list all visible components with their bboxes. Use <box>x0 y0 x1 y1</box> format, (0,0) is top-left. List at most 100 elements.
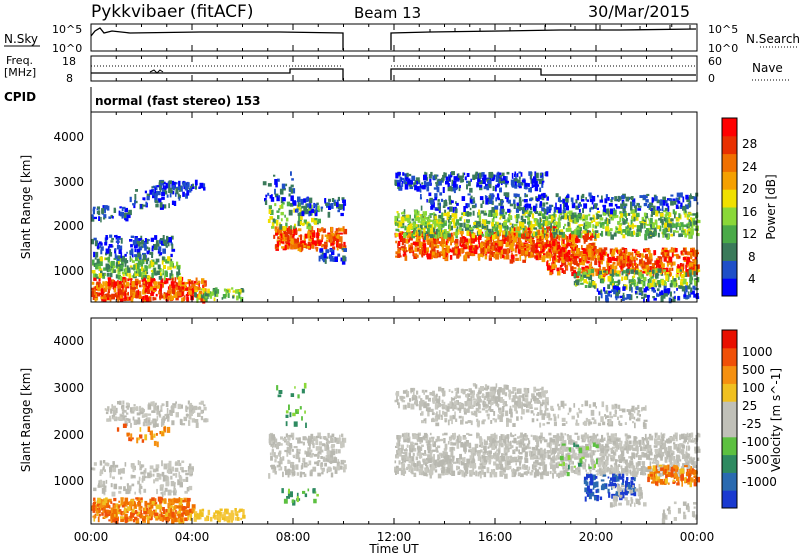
power-echo <box>142 204 146 207</box>
power-echo <box>174 277 177 283</box>
power-echo <box>450 232 453 238</box>
power-echo <box>538 252 541 255</box>
power-echo <box>401 181 404 184</box>
power-echo <box>519 222 523 227</box>
power-echo <box>496 193 500 199</box>
power-echo <box>144 295 149 300</box>
power-echo <box>105 293 109 298</box>
power-echo <box>640 276 643 280</box>
power-echo <box>98 241 102 245</box>
power-echo <box>430 171 433 176</box>
velocity-echo <box>101 512 104 516</box>
power-echo <box>643 264 647 269</box>
power-echo <box>606 264 609 270</box>
power-echo <box>603 270 606 273</box>
velocity-echo <box>142 475 146 481</box>
velocity-echo <box>110 507 114 511</box>
power-echo <box>422 211 425 216</box>
power-echo <box>585 226 589 229</box>
power-echo <box>621 276 623 281</box>
velocity-echo <box>109 472 112 478</box>
power-echo <box>176 290 180 296</box>
power-echo <box>401 212 405 215</box>
power-echo <box>335 238 338 242</box>
power-echo <box>151 247 154 252</box>
power-echo <box>466 184 468 190</box>
power-echo <box>657 225 660 230</box>
power-echo <box>453 181 457 187</box>
power-echo <box>603 206 606 212</box>
power-echo <box>435 183 438 187</box>
power-echo <box>324 241 328 245</box>
power-echo <box>526 203 529 208</box>
power-echo <box>618 224 622 231</box>
power-echo <box>290 225 292 230</box>
velocity-echo <box>143 511 147 515</box>
power-echo <box>324 198 327 202</box>
power-echo <box>586 244 591 250</box>
velocity-echo <box>179 482 183 488</box>
freq-label-1: Freq. <box>6 54 33 67</box>
power-echo <box>278 227 282 234</box>
power-echo <box>664 291 668 297</box>
power-echo <box>586 199 590 202</box>
power-echo <box>285 183 288 187</box>
power-echo <box>398 221 403 227</box>
power-echo <box>648 218 650 221</box>
power-echo <box>105 285 108 290</box>
power-echo <box>644 223 646 229</box>
power-echo <box>536 178 540 181</box>
power-echo <box>690 287 693 293</box>
power-echo <box>653 250 657 255</box>
velocity-echo <box>118 509 122 512</box>
velocity-echo <box>102 467 105 471</box>
power-echo <box>493 240 497 246</box>
power-echo <box>433 227 435 233</box>
power-echo <box>626 230 629 235</box>
power-echo <box>549 232 553 238</box>
power-echo <box>594 230 599 234</box>
power-echo <box>332 238 336 243</box>
power-echo <box>181 291 184 297</box>
power-echo <box>104 242 108 246</box>
power-echo <box>146 275 151 279</box>
power-echo <box>280 211 284 216</box>
power-echo <box>210 291 214 296</box>
power-echo <box>527 183 530 187</box>
power-echo <box>222 294 227 299</box>
power-echo <box>496 183 500 187</box>
power-echo <box>151 259 155 264</box>
power-echo <box>558 253 561 259</box>
power-echo <box>596 213 600 220</box>
power-echo <box>643 194 647 200</box>
power-echo <box>452 206 455 213</box>
power-echo <box>452 250 457 256</box>
power-ylabel: Slant Range [km] <box>19 155 33 259</box>
velocity-echo <box>185 509 189 513</box>
power-echo <box>573 212 576 215</box>
power-echo <box>162 183 165 189</box>
power-echo <box>606 270 608 274</box>
power-echo <box>464 244 468 247</box>
power-echo <box>613 207 615 211</box>
power-echo <box>550 204 554 207</box>
power-echo <box>408 239 410 243</box>
velocity-echo <box>118 490 122 494</box>
power-echo <box>232 290 237 293</box>
power-echo <box>581 276 583 281</box>
freq-panel: Freq. [MHz] 18 8 60 0 Nave <box>4 54 790 85</box>
power-echo <box>153 269 156 273</box>
power-echo <box>559 267 562 271</box>
velocity-echo <box>163 490 166 496</box>
power-echo <box>429 250 432 254</box>
power-echo <box>666 255 671 259</box>
power-echo <box>582 214 585 219</box>
power-echo <box>186 296 189 301</box>
velocity-echo <box>134 491 136 495</box>
power-echo <box>663 285 667 291</box>
power-echo <box>611 197 614 200</box>
power-echo <box>177 193 180 199</box>
velocity-echo <box>92 505 96 508</box>
power-echo <box>171 248 176 252</box>
power-echo <box>670 247 673 250</box>
